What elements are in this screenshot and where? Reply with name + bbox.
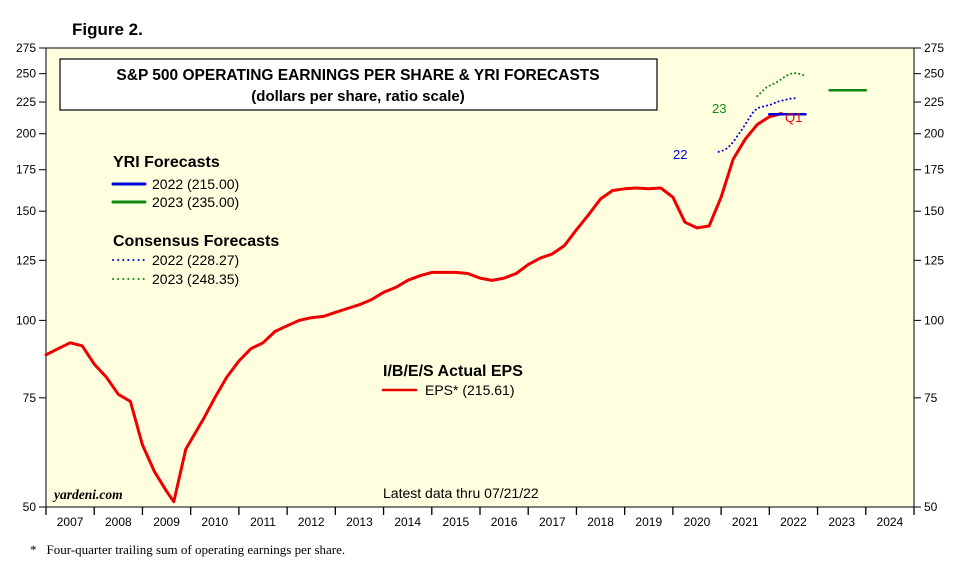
annotation-consensus-2022: 22 <box>673 147 687 162</box>
y-tick-label-right: 200 <box>924 127 944 141</box>
legend-heading: I/B/E/S Actual EPS <box>383 363 523 380</box>
y-tick-label-left: 75 <box>23 391 37 405</box>
eps-chart: 50 75 100 125 150 175 200 225 250 275 50 75 100 125 1… <box>16 41 944 529</box>
latest-data-note: Latest data thru 07/21/22 <box>383 485 539 501</box>
x-tick-label: 2023 <box>828 515 855 529</box>
legend-entry-label: 2023 (248.35) <box>152 271 239 287</box>
series-line <box>44 112 783 504</box>
y-tick-label-right: 175 <box>924 163 944 177</box>
series-lines <box>44 72 868 504</box>
legend-entry-label: EPS* (215.61) <box>425 382 515 398</box>
x-tick-label: 2010 <box>201 515 228 529</box>
x-tick-label: 2015 <box>443 515 470 529</box>
chart-title: S&P 500 OPERATING EARNINGS PER SHARE & Y… <box>116 67 599 84</box>
y-tick-label-left: 275 <box>16 41 36 55</box>
watermark: yardeni.com <box>52 487 123 502</box>
legend-entry-label: 2022 (215.00) <box>152 176 239 192</box>
y-tick-label-right: 50 <box>924 500 938 514</box>
figure-label: Figure 2. <box>72 20 143 39</box>
y-tick-label-right: 275 <box>924 41 944 55</box>
y-tick-label-right: 75 <box>924 391 938 405</box>
y-tick-label-left: 225 <box>16 95 36 109</box>
x-tick-label: 2022 <box>780 515 807 529</box>
x-tick-label: 2016 <box>491 515 518 529</box>
y-tick-label-left: 125 <box>16 253 36 267</box>
x-tick-label: 2018 <box>587 515 614 529</box>
annotation-latest-quarter: Q1 <box>785 110 802 125</box>
x-tick-label: 2013 <box>346 515 373 529</box>
y-tick-label-left: 200 <box>16 127 36 141</box>
y-tick-label-left: 150 <box>16 204 36 218</box>
y-tick-label-left: 50 <box>23 500 37 514</box>
y-tick-label-left: 175 <box>16 163 36 177</box>
y-tick-label-right: 150 <box>924 204 944 218</box>
y-tick-label-left: 250 <box>16 67 36 81</box>
y-tick-label-right: 225 <box>924 95 944 109</box>
x-tick-label: 2017 <box>539 515 566 529</box>
series-line <box>717 97 797 153</box>
annotation-consensus-2023: 23 <box>712 101 726 116</box>
chart-subtitle: (dollars per share, ratio scale) <box>251 88 464 105</box>
y-tick-label-left: 100 <box>16 313 36 327</box>
x-tick-label: 2024 <box>877 515 904 529</box>
legend-entry-label: 2022 (228.27) <box>152 252 239 268</box>
x-tick-label: 2020 <box>684 515 711 529</box>
x-tick-label: 2008 <box>105 515 132 529</box>
y-tick-label-right: 100 <box>924 313 944 327</box>
x-tick-label: 2011 <box>250 515 276 529</box>
y-tick-label-right: 125 <box>924 253 944 267</box>
footnote-marker: * <box>30 542 37 557</box>
legend: YRI Forecasts 2022 (215.00) 2023 (235.00) C… <box>111 154 523 398</box>
annotations: 22 23 Q1 <box>673 101 802 162</box>
x-tick-label: 2014 <box>394 515 421 529</box>
legend-entry-label: 2023 (235.00) <box>152 194 239 210</box>
y-axis-left-labels: 50 75 100 125 150 175 200 225 250 275 <box>16 41 36 514</box>
x-tick-label: 2009 <box>153 515 180 529</box>
y-tick-label-right: 250 <box>924 67 944 81</box>
footnote: * Four-quarter trailing sum of operating … <box>30 542 345 558</box>
x-tick-label: 2019 <box>635 515 662 529</box>
x-axis-labels: 2007 2008 2009 2010 2011 2012 2013 2014 2015 2016… <box>57 515 904 529</box>
x-tick-label: 2007 <box>57 515 84 529</box>
axis-ticks <box>39 47 921 515</box>
footnote-text: Four-quarter trailing sum of operating e… <box>46 542 346 557</box>
x-tick-label: 2021 <box>732 515 759 529</box>
legend-heading: Consensus Forecasts <box>113 233 279 250</box>
legend-heading: YRI Forecasts <box>113 154 220 171</box>
title-box <box>59 58 658 111</box>
y-axis-right-labels: 50 75 100 125 150 175 200 225 250 275 <box>924 41 944 514</box>
x-tick-label: 2012 <box>298 515 325 529</box>
